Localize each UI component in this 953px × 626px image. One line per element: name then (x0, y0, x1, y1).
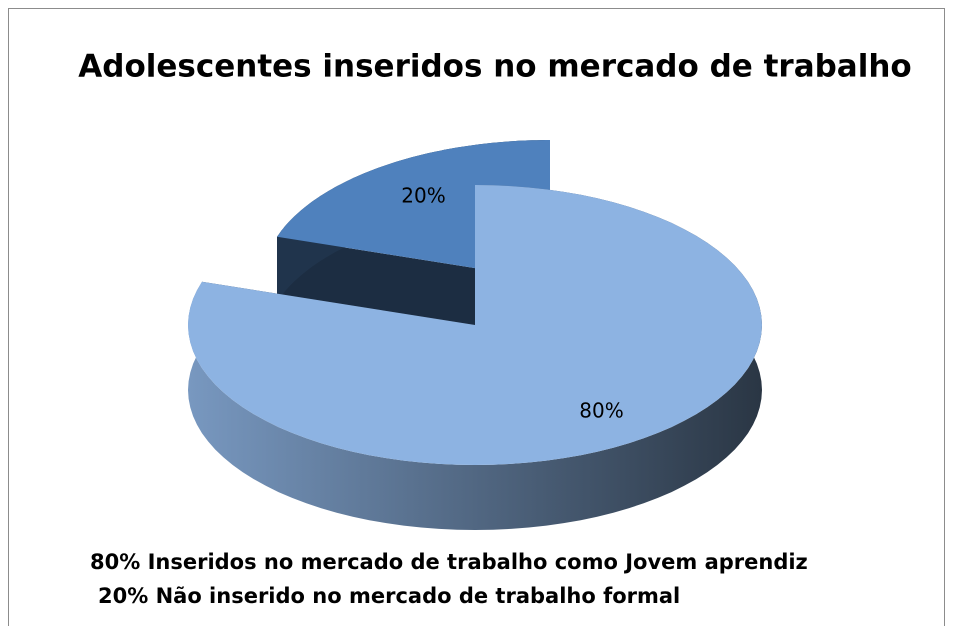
annotation: 20% Não inserido no mercado de trabalho … (98, 584, 680, 608)
annotation: 80% Inseridos no mercado de trabalho com… (90, 550, 808, 574)
value-labels: 20% 80% (401, 184, 623, 423)
slice (188, 185, 762, 465)
value-label: 20% (401, 184, 445, 208)
chart-title: Adolescentes inseridos no mercado de tra… (78, 49, 911, 85)
value-label: 80% (579, 398, 623, 422)
pie (188, 140, 762, 530)
